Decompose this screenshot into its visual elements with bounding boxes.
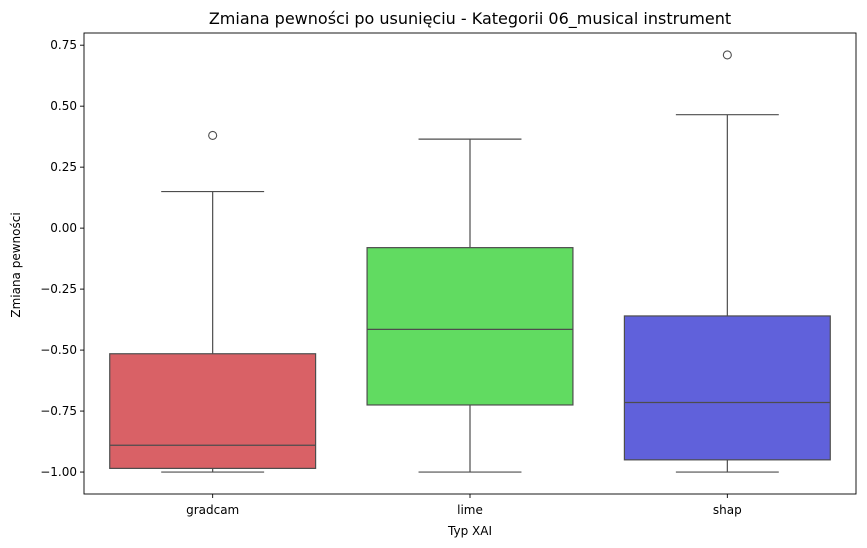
y-axis-label: Zmiana pewności	[9, 212, 23, 317]
outlier-point	[208, 130, 218, 140]
y-tick-label: 0.50	[50, 99, 77, 113]
x-tick-label: lime	[457, 503, 483, 517]
y-tick-label: −0.50	[40, 343, 77, 357]
x-tick-label: gradcam	[186, 503, 239, 517]
y-tick-label: −1.00	[40, 465, 77, 479]
iqr-box	[109, 353, 317, 469]
chart-title: Zmiana pewności po usunięciu - Kategorii…	[209, 9, 731, 29]
y-tick-label: 0.00	[50, 221, 77, 235]
plot-area	[83, 32, 857, 495]
iqr-box	[623, 315, 831, 461]
y-tick-label: 0.75	[50, 38, 77, 52]
y-tick-label: 0.25	[50, 160, 77, 174]
box-lime	[366, 138, 574, 473]
y-tick-label: −0.25	[40, 282, 77, 296]
box-gradcam	[109, 130, 317, 473]
outlier-point	[722, 50, 732, 60]
y-tick-label: −0.75	[40, 404, 77, 418]
x-tick-label: shap	[713, 503, 742, 517]
y-axis: −1.00 −0.75 −0.50 −0.25 0.00 0.25 0.50 0.75	[40, 38, 84, 479]
x-axis: gradcam lime shap	[186, 494, 742, 517]
iqr-box	[366, 247, 574, 406]
x-axis-label: Typ XAI	[447, 524, 492, 538]
box-shap	[623, 50, 831, 473]
